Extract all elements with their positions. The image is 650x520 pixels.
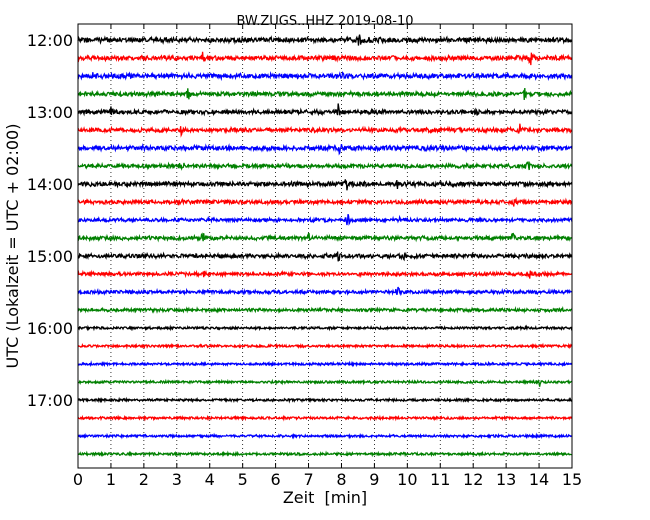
trace-line xyxy=(77,396,573,404)
trace-line xyxy=(77,103,573,117)
trace-line xyxy=(77,324,573,332)
trace-line xyxy=(77,143,573,156)
trace-line xyxy=(77,414,573,422)
trace-line xyxy=(77,306,573,314)
trace-line xyxy=(77,360,573,368)
x-tick-label: 3 xyxy=(172,470,182,489)
x-tick-label: 6 xyxy=(271,470,281,489)
x-tick-label: 12 xyxy=(463,470,483,489)
y-tick-label: 15:00 xyxy=(27,247,73,266)
y-axis-ticks: 12:00 13:00 14:00 15:00 16:00 17:00 xyxy=(27,31,572,410)
x-axis-label: Zeit [min] xyxy=(283,488,367,507)
trace-line xyxy=(77,71,573,82)
trace-line xyxy=(77,123,573,138)
trace-line xyxy=(77,34,573,46)
y-tick-label: 12:00 xyxy=(27,31,73,50)
trace-line xyxy=(77,286,573,297)
trace-line xyxy=(77,378,573,387)
y-tick-label: 14:00 xyxy=(27,175,73,194)
trace-group xyxy=(77,34,573,458)
x-tick-label: 10 xyxy=(397,470,417,489)
y-tick-label: 16:00 xyxy=(27,319,73,338)
x-tick-label: 4 xyxy=(205,470,215,489)
x-tick-label: 9 xyxy=(369,470,379,489)
y-tick-label: 13:00 xyxy=(27,103,73,122)
trace-line xyxy=(77,342,573,350)
x-tick-label: 11 xyxy=(430,470,450,489)
trace-line xyxy=(77,160,573,171)
trace-line xyxy=(77,269,573,279)
trace-line xyxy=(77,179,573,191)
x-tick-label: 13 xyxy=(496,470,516,489)
plot-frame xyxy=(77,23,573,469)
y-axis-label: UTC (Lokalzeit = UTC + 02:00) xyxy=(3,124,22,369)
x-tick-label: 15 xyxy=(562,470,582,489)
vertical-grid xyxy=(110,24,540,468)
trace-line xyxy=(77,88,573,100)
trace-line xyxy=(77,432,573,440)
trace-line xyxy=(77,196,573,207)
x-tick-label: 7 xyxy=(303,470,313,489)
x-tick-label: 2 xyxy=(139,470,149,489)
x-tick-label: 0 xyxy=(73,470,83,489)
trace-line xyxy=(77,232,573,243)
trace-line xyxy=(77,251,573,262)
x-tick-label: 14 xyxy=(529,470,549,489)
x-tick-label: 5 xyxy=(238,470,248,489)
trace-line xyxy=(77,51,573,66)
x-tick-label: 8 xyxy=(336,470,346,489)
trace-line xyxy=(77,214,573,226)
chart-title: BW.ZUGS..HHZ 2019-08-10 xyxy=(236,14,413,29)
y-tick-label: 17:00 xyxy=(27,391,73,410)
trace-line xyxy=(77,450,573,458)
x-axis-ticks: 0 1 2 3 4 5 6 7 8 9 10 11 12 13 14 15 xyxy=(73,24,582,489)
x-tick-label: 1 xyxy=(106,470,116,489)
